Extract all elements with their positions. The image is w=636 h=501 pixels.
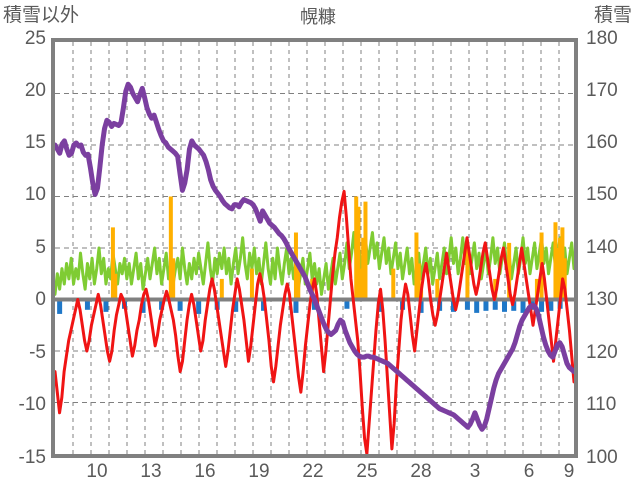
series-snowdepth-path <box>55 81 574 432</box>
y-left-tick: 10 <box>24 184 46 205</box>
y-left-tick: 5 <box>35 237 46 258</box>
x-axis-tick: 10 <box>86 461 108 482</box>
y-left-tick: -10 <box>18 394 46 415</box>
series-temperature-path <box>55 189 574 454</box>
y-right-tick: 180 <box>586 28 618 49</box>
y-right-tick: 110 <box>586 394 617 415</box>
x-axis-tick: 19 <box>248 461 270 482</box>
y-left-tick: -5 <box>29 342 46 363</box>
left-axis-title: 積雪以外 <box>3 5 80 26</box>
x-axis-tick: 22 <box>302 461 324 482</box>
x-axis-tick: 16 <box>194 461 216 482</box>
x-axis-tick: 6 <box>523 461 535 482</box>
plot-svg <box>55 42 574 454</box>
y-left-tick: 15 <box>24 132 46 153</box>
y-right-tick: 120 <box>586 342 618 363</box>
series-precip-bars <box>110 196 567 300</box>
y-left-tick: 0 <box>35 289 46 310</box>
y-right-tick: 170 <box>586 80 618 101</box>
chart-title: 幌糠 <box>300 7 336 27</box>
y-left-tick: 20 <box>24 80 46 101</box>
y-right-tick: 140 <box>586 237 618 258</box>
y-left-tick: 25 <box>24 28 46 49</box>
y-left-tick: -15 <box>18 447 46 468</box>
x-axis-tick: 9 <box>563 461 575 482</box>
right-axis-title: 積雪 <box>593 5 632 26</box>
x-axis-tick: 13 <box>140 461 162 482</box>
x-axis-tick: 25 <box>356 461 378 482</box>
x-axis-tick: 28 <box>410 461 432 482</box>
y-right-tick: 150 <box>586 184 618 205</box>
y-right-tick: 130 <box>586 289 618 310</box>
y-right-tick: 160 <box>586 132 618 153</box>
x-axis-tick: 3 <box>469 461 481 482</box>
y-right-tick: 100 <box>586 447 618 468</box>
plot-area <box>51 38 578 458</box>
